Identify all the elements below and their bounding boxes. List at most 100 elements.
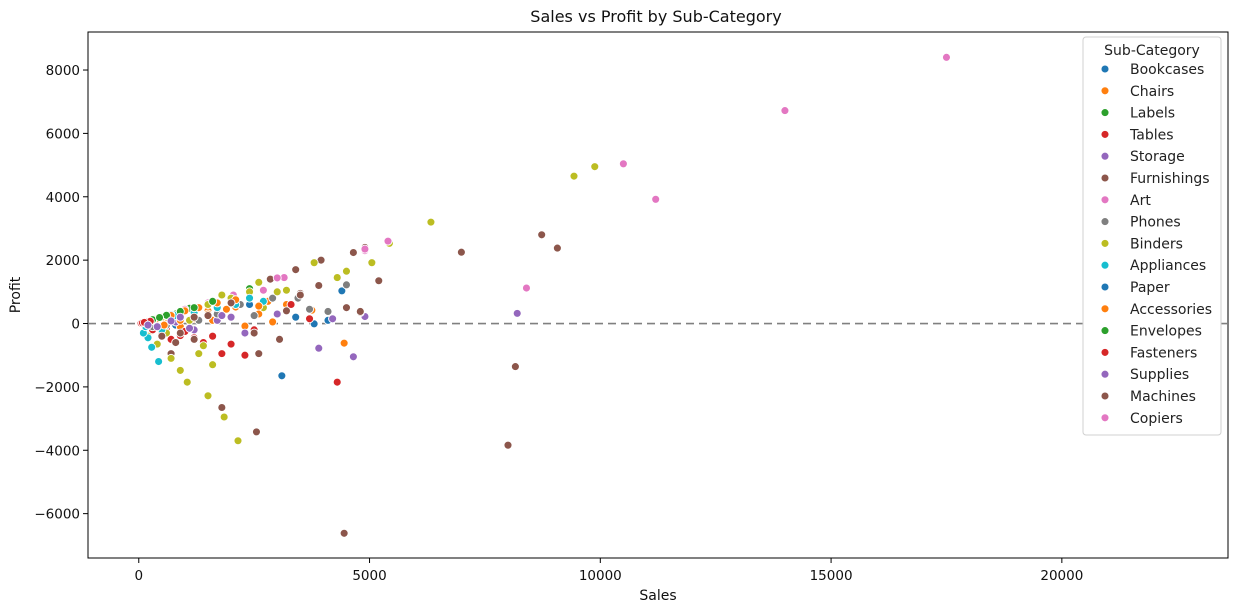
data-point	[194, 349, 204, 359]
data-point	[171, 338, 181, 347]
data-point	[275, 334, 284, 344]
y-tick-label: −6000	[34, 507, 80, 523]
y-tick-label: 4000	[46, 190, 80, 206]
x-tick-label: 10000	[579, 568, 622, 584]
data-point	[254, 277, 264, 287]
data-point	[342, 266, 351, 276]
data-point	[217, 311, 227, 321]
data-point	[155, 313, 164, 322]
data-point	[254, 301, 264, 311]
plot-area	[87, 31, 1229, 559]
data-point	[348, 248, 358, 257]
data-point	[189, 334, 199, 344]
legend-label: Art	[1130, 193, 1151, 209]
legend-marker	[1100, 108, 1110, 118]
legend-marker	[1100, 217, 1110, 227]
data-point	[166, 316, 176, 326]
legend-marker	[1100, 129, 1110, 139]
data-point	[309, 258, 319, 268]
data-point	[426, 217, 436, 227]
y-tick-label: 6000	[46, 126, 80, 142]
data-point	[456, 247, 466, 257]
data-point	[217, 349, 227, 359]
y-tick-label: 0	[71, 317, 80, 333]
legend-marker	[1100, 304, 1110, 314]
data-point	[147, 342, 157, 352]
data-point	[226, 312, 236, 322]
legend-marker	[1100, 413, 1110, 423]
legend-marker	[1100, 151, 1110, 161]
points-layer	[136, 52, 951, 538]
data-point	[339, 528, 349, 538]
y-axis-label: Profit	[8, 276, 24, 313]
data-point	[143, 320, 153, 330]
data-point	[217, 290, 227, 300]
data-point	[314, 343, 324, 353]
data-point	[569, 171, 579, 181]
data-point	[291, 265, 301, 275]
x-axis-label: Sales	[639, 588, 676, 604]
legend-label: Envelopes	[1130, 324, 1202, 340]
data-point	[268, 293, 278, 303]
legend-label: Appliances	[1130, 258, 1206, 274]
data-point	[157, 331, 167, 341]
data-point	[590, 162, 600, 172]
legend-label: Storage	[1130, 149, 1185, 165]
data-point	[182, 377, 192, 387]
legend-marker	[1100, 391, 1110, 401]
legend-label: Accessories	[1130, 302, 1212, 318]
data-point	[512, 308, 522, 318]
data-point	[233, 436, 243, 446]
data-point	[618, 159, 628, 169]
data-point	[537, 230, 547, 240]
legend-marker	[1100, 195, 1110, 205]
data-point	[240, 328, 250, 338]
legend-marker	[1100, 260, 1110, 270]
y-tick-label: 8000	[46, 63, 80, 79]
legend-marker	[1100, 173, 1110, 183]
data-point	[277, 371, 287, 381]
legend-label: Copiers	[1130, 411, 1183, 427]
data-point	[175, 312, 185, 322]
data-point	[348, 352, 358, 362]
legend-label: Binders	[1130, 236, 1183, 252]
data-point	[339, 338, 349, 348]
data-point	[332, 273, 342, 283]
data-point	[332, 377, 342, 387]
data-point	[254, 349, 264, 359]
data-point	[367, 258, 377, 268]
legend-label: Fasteners	[1130, 345, 1197, 361]
x-tick-label: 15000	[810, 568, 853, 584]
data-point	[249, 311, 259, 321]
chart-title: Sales vs Profit by Sub-Category	[530, 7, 781, 26]
data-point	[291, 312, 301, 322]
legend-label: Tables	[1129, 127, 1174, 143]
legend-label: Labels	[1130, 106, 1175, 122]
data-point	[272, 273, 282, 283]
data-point	[185, 323, 194, 333]
legend-box	[1082, 36, 1222, 436]
data-point	[651, 194, 661, 204]
data-point	[240, 350, 250, 360]
data-point	[522, 283, 531, 293]
data-point	[383, 236, 393, 246]
data-point	[152, 322, 162, 332]
data-point	[323, 307, 333, 316]
legend-label: Bookcases	[1130, 62, 1204, 78]
data-point	[175, 328, 185, 338]
legend-marker	[1100, 347, 1110, 357]
data-point	[355, 307, 365, 316]
y-tick-label: 2000	[46, 253, 80, 269]
data-point	[189, 312, 199, 322]
legend-marker	[1100, 326, 1110, 336]
legend: Sub-Category Bookcases Chairs Labels Tables S…	[1082, 36, 1222, 436]
data-point	[258, 285, 268, 295]
data-point	[360, 244, 370, 254]
data-point	[226, 339, 236, 349]
data-point	[272, 287, 282, 297]
data-point	[203, 391, 213, 401]
data-point	[252, 427, 261, 437]
data-point	[942, 52, 951, 62]
data-point	[503, 440, 513, 450]
x-tick-label: 0	[134, 568, 143, 584]
